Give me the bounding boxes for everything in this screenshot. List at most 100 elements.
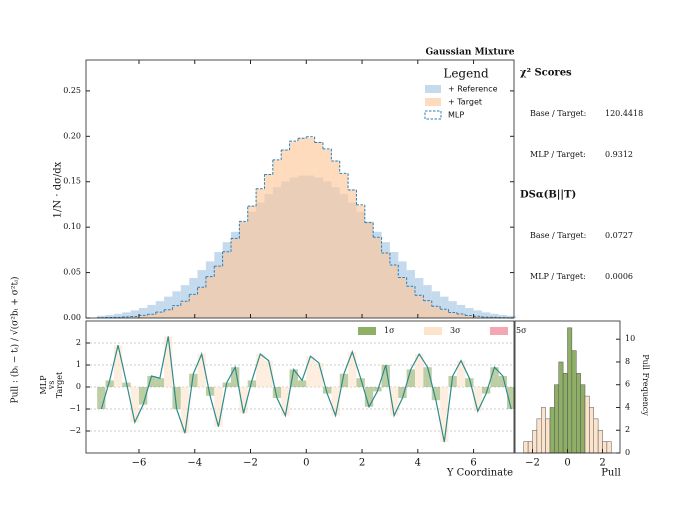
score-label: Base / Target: [530,109,586,118]
scores-title: DSα(B||T) [520,190,576,201]
y-axis-label: 1/N · dσ/dx [53,161,64,218]
x-tick-label: −2 [525,458,540,469]
histogram-bar [498,315,508,318]
x-tick-label: 6 [470,458,476,469]
pull-fill [465,378,474,387]
plot-frame [85,320,515,454]
histogram-bar [155,312,165,318]
pull-fill [331,387,340,416]
histogram-bar [523,441,529,454]
pull-fill [138,387,148,405]
score-label: MLP / Target: [530,272,586,281]
pull-fill [197,354,206,387]
histogram-bar [398,277,407,318]
histogram-bar [597,429,603,454]
y2-tick-label: 8 [625,357,630,366]
histogram-bar [527,441,533,454]
histogram-bar [180,301,190,318]
band-swatch [490,327,508,335]
histogram-bar [348,189,357,318]
histogram-bar [205,277,215,318]
histogram-bar [381,252,390,318]
histogram-bar [130,316,139,318]
y-tick-label: 2 [76,338,81,347]
legend-swatch [425,98,441,106]
score-value: 0.0006 [605,272,633,281]
pull-fill [314,362,324,387]
x-tick-label: 0 [564,458,570,469]
histogram-bar [147,304,156,318]
pull-fill [381,365,390,387]
histogram-bar [448,312,457,318]
histogram-bar [406,286,416,318]
pull-fill [431,387,441,401]
histogram-bar [490,313,499,318]
pull-fill [105,380,114,387]
histogram-bar [373,237,382,318]
chart-title: Gaussian Mixture [425,48,514,58]
histogram-bar [230,237,240,318]
band-swatch [424,327,442,335]
histogram-bar [606,441,612,454]
histogram-bar [423,301,432,318]
histogram-bar [189,294,198,318]
band-label: 1σ [384,326,395,335]
pull-fill [214,387,223,427]
histogram-bar [172,305,181,318]
pull-fill [406,369,416,387]
histogram-bar [562,373,568,454]
y-tick-label: 0.00 [63,313,81,322]
histogram-bar [222,252,231,318]
pull-fill [264,360,273,387]
pull-fill [481,387,491,394]
x-tick-label: 4 [415,458,421,469]
histogram-bar [593,418,599,454]
pull-fill [180,387,190,434]
histogram-bar [239,221,248,318]
histogram-bar [281,149,290,318]
histogram-bar [576,373,581,454]
y2-tick-label: 2 [625,425,630,434]
score-value: 0.0727 [605,231,633,240]
histogram-bar [440,296,449,318]
histogram-bar [558,361,564,454]
pull-fill [348,351,357,387]
band-label: 3σ [450,326,461,335]
histogram-bar [314,141,324,318]
histogram-bar [306,137,315,318]
pull-fill [339,373,349,387]
histogram-bar [545,418,551,454]
legend-label: + Reference [448,85,498,94]
pull-fill [423,367,432,387]
pull-fill [490,367,499,387]
histogram-bar [536,418,542,454]
histogram-bar [197,286,206,318]
histogram-bar [448,301,457,318]
histogram-bar [264,174,273,318]
histogram-bar [549,407,555,454]
legend-label: MLP [448,111,464,120]
histogram-bar [147,314,156,318]
x-tick-label: −2 [243,458,258,469]
pull-fill [113,345,123,387]
y-tick-label: −1 [69,404,81,413]
histogram-bar [567,327,573,454]
pull-fill [415,354,424,387]
histogram-bar [323,149,332,318]
histogram-bar [164,309,173,318]
legend-label: + Target [448,98,482,107]
histogram-bar [571,350,577,454]
pull-fill [272,387,282,398]
pull-fill [97,387,106,409]
histogram-bar [602,441,608,454]
histogram-bar [473,316,482,318]
x-axis-label: Y Coordinate [446,468,513,479]
y2-tick-label: 4 [625,402,630,411]
pull-fill [281,387,290,416]
pull-fill [356,378,365,387]
band-swatch [358,327,376,335]
pull-fill [498,376,508,387]
y-tick-label: 0 [76,382,81,391]
